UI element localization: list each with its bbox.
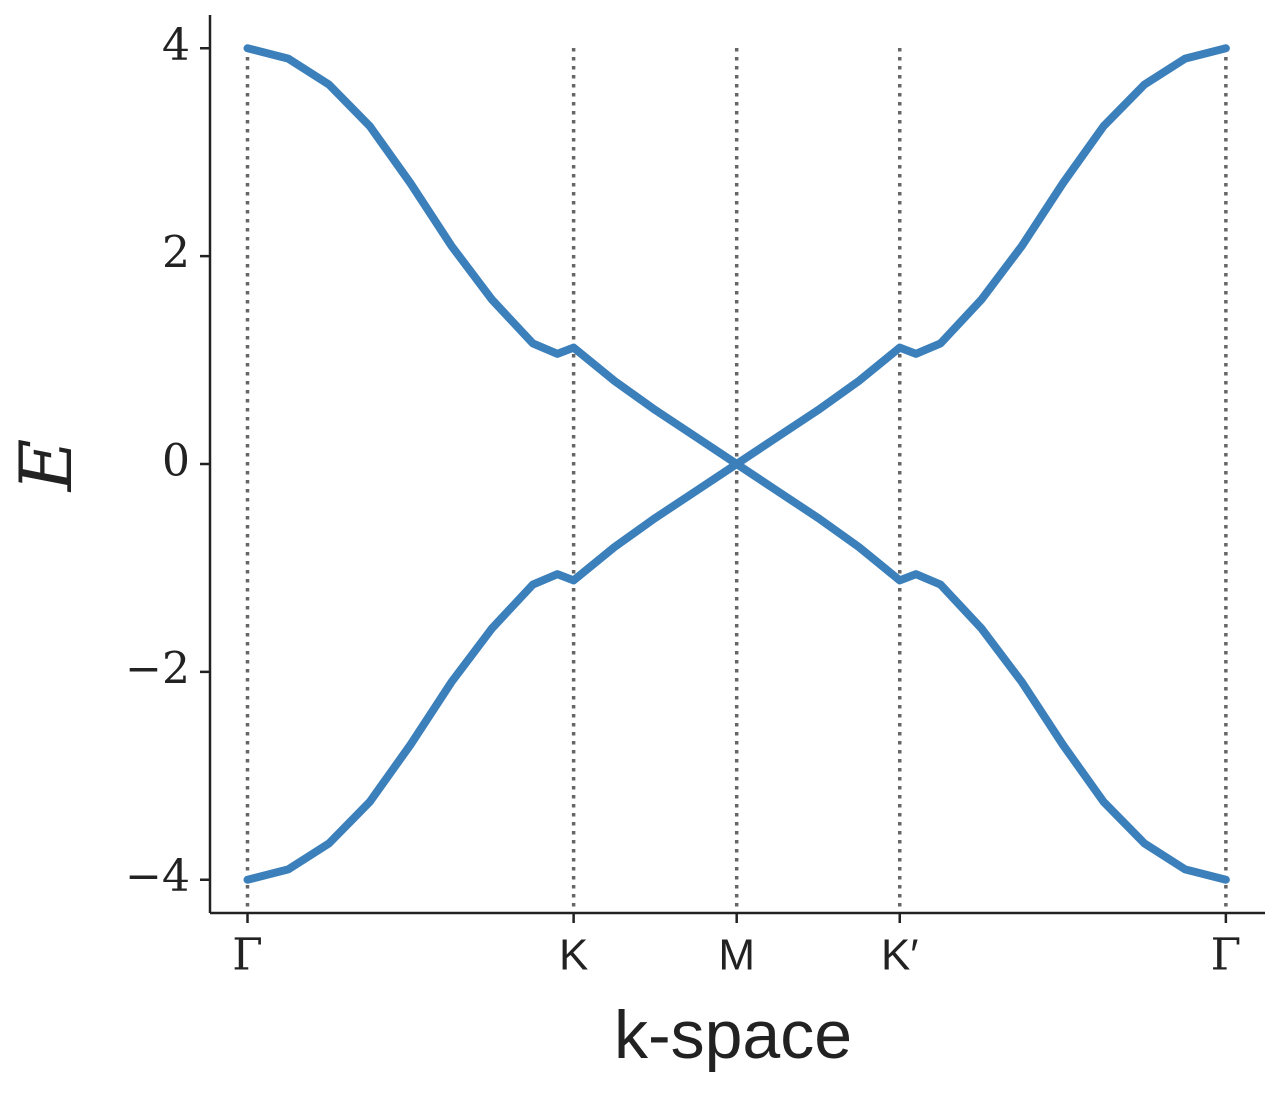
y-tick-label: −4 <box>125 851 190 902</box>
x-tick-label: M <box>718 931 755 980</box>
x-tick-label: K′ <box>881 931 919 980</box>
y-tick-label: 0 <box>162 436 190 487</box>
y-axis-label: E <box>4 439 88 494</box>
x-tick-label: Γ <box>232 930 263 981</box>
y-tick-label: 4 <box>162 20 190 71</box>
x-axis-label: k-space <box>614 997 852 1073</box>
band-line <box>243 460 1230 884</box>
y-tick-label: 2 <box>162 228 190 279</box>
x-tick-label: Γ <box>1211 930 1242 981</box>
x-tick-label: K <box>559 931 588 980</box>
y-tick-label: −2 <box>125 643 190 694</box>
